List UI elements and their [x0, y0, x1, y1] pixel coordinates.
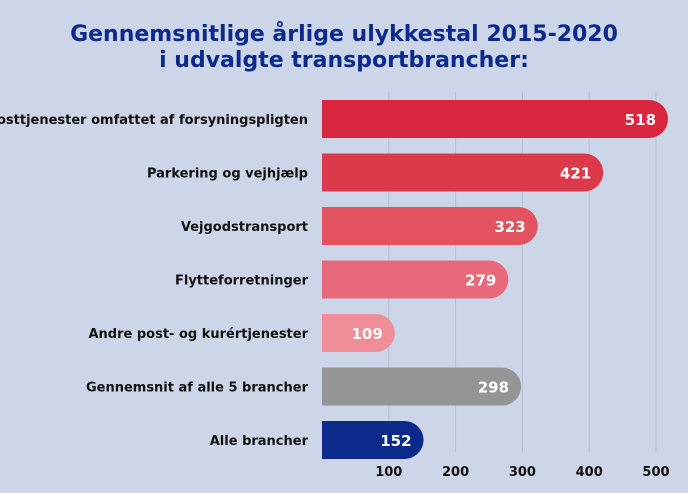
category-label: Gennemsnit af alle 5 brancher	[86, 381, 309, 396]
category-label: Parkering og vejhjælp	[147, 167, 308, 182]
value-label: 421	[560, 165, 591, 183]
value-label: 518	[625, 111, 656, 129]
bar	[322, 153, 604, 192]
value-label: 152	[380, 432, 411, 450]
category-label: Andre post- og kurértjenester	[88, 327, 308, 342]
bar	[322, 207, 538, 245]
bar	[322, 367, 522, 406]
value-label: 109	[351, 325, 382, 343]
chart-title-line-1: Gennemsnitlige årlige ulykkestal 2015-20…	[70, 22, 618, 47]
chart-title: Gennemsnitlige årlige ulykkestal 2015-20…	[0, 22, 688, 74]
x-tick-label: 400	[576, 465, 603, 480]
value-label: 323	[494, 218, 525, 236]
chart-title-line-2: i udvalgte transportbrancher:	[159, 48, 529, 73]
x-tick-label: 200	[442, 465, 469, 480]
category-label: Alle brancher	[210, 434, 309, 449]
category-label: Vejgodstransport	[181, 220, 308, 235]
x-tick-label: 100	[375, 465, 402, 480]
bar	[322, 100, 669, 138]
x-tick-label: 300	[509, 465, 536, 480]
bar	[322, 260, 509, 299]
category-label: Flytteforretninger	[175, 274, 309, 289]
x-tick-label: 500	[642, 465, 669, 480]
bar	[322, 421, 424, 459]
category-label: Posttjenester omfattet af forsyningsplig…	[0, 113, 308, 128]
bar	[322, 314, 395, 352]
value-label: 279	[465, 272, 496, 290]
value-label: 298	[478, 379, 509, 397]
